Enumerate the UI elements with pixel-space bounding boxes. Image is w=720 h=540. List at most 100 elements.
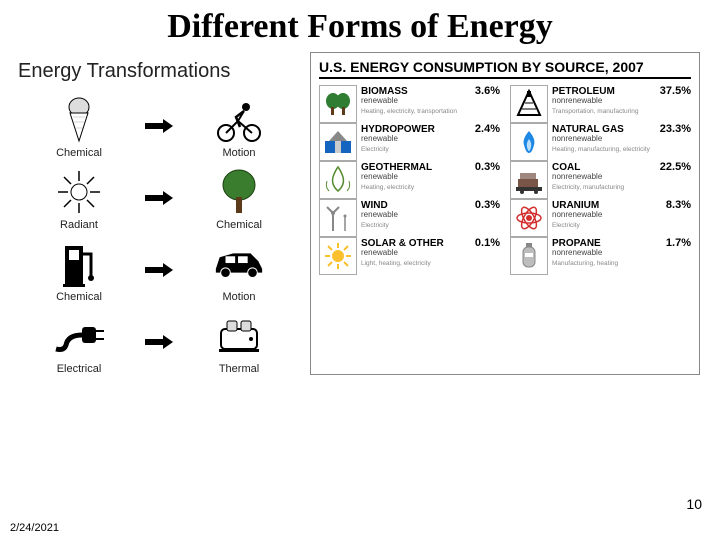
source-text: WIND 0.3% renewable Electricity bbox=[361, 199, 500, 229]
source-type: nonrenewable bbox=[552, 135, 691, 144]
source-uses: Heating, manufacturing, electricity bbox=[552, 146, 691, 153]
source-hydro: HYDROPOWER 2.4% renewable Electricity bbox=[319, 123, 500, 161]
source-text: COAL 22.5% nonrenewable Electricity, man… bbox=[552, 161, 691, 191]
arrow-icon bbox=[145, 263, 173, 277]
trans-from-0: Chemical bbox=[14, 93, 144, 159]
sources-col-left: BIOMASS 3.6% renewable Heating, electric… bbox=[319, 85, 500, 275]
trans-to-3: Thermal bbox=[174, 309, 304, 375]
page-number: 10 bbox=[686, 496, 702, 512]
source-type: nonrenewable bbox=[552, 97, 691, 106]
source-geothermal: GEOTHERMAL 0.3% renewable Heating, elect… bbox=[319, 161, 500, 199]
source-text: SOLAR & OTHER 0.1% renewable Light, heat… bbox=[361, 237, 500, 267]
biomass-icon bbox=[319, 85, 357, 123]
hydro-icon bbox=[319, 123, 357, 161]
content-area: Energy Transformations Chemical Motion bbox=[0, 52, 720, 375]
source-pct: 22.5% bbox=[660, 161, 691, 173]
source-uses: Light, heating, electricity bbox=[361, 260, 500, 267]
source-type: renewable bbox=[361, 135, 500, 144]
source-type: renewable bbox=[361, 173, 500, 182]
propane-icon bbox=[510, 237, 548, 275]
plug-icon bbox=[52, 309, 106, 363]
trans-to-0-label: Motion bbox=[222, 147, 255, 159]
trans-to-3-label: Thermal bbox=[219, 363, 259, 375]
wind-icon bbox=[319, 199, 357, 237]
source-pct: 0.3% bbox=[475, 161, 500, 173]
trans-from-1: Radiant bbox=[14, 165, 144, 231]
source-propane: PROPANE 1.7% nonrenewable Manufacturing,… bbox=[510, 237, 691, 275]
source-type: renewable bbox=[361, 249, 500, 258]
icecream-icon bbox=[52, 93, 106, 147]
source-gas: NATURAL GAS 23.3% nonrenewable Heating, … bbox=[510, 123, 691, 161]
arrow-2 bbox=[144, 243, 174, 297]
source-text: PROPANE 1.7% nonrenewable Manufacturing,… bbox=[552, 237, 691, 267]
source-pct: 23.3% bbox=[660, 123, 691, 135]
trans-from-2: Chemical bbox=[14, 237, 144, 303]
trans-to-2: Motion bbox=[174, 237, 304, 303]
uranium-icon bbox=[510, 199, 548, 237]
source-pct: 2.4% bbox=[475, 123, 500, 135]
toaster-icon bbox=[212, 309, 266, 363]
sun-icon bbox=[52, 165, 106, 219]
source-biomass: BIOMASS 3.6% renewable Heating, electric… bbox=[319, 85, 500, 123]
source-pct: 1.7% bbox=[666, 237, 691, 249]
source-uses: Electricity bbox=[552, 222, 691, 229]
source-pct: 8.3% bbox=[666, 199, 691, 211]
trans-to-1: Chemical bbox=[174, 165, 304, 231]
arrow-1 bbox=[144, 171, 174, 225]
trans-to-2-label: Motion bbox=[222, 291, 255, 303]
source-wind: WIND 0.3% renewable Electricity bbox=[319, 199, 500, 237]
slide-title: Different Forms of Energy bbox=[0, 0, 720, 52]
source-uses: Manufacturing, heating bbox=[552, 260, 691, 267]
trans-to-1-label: Chemical bbox=[216, 219, 262, 231]
source-text: PETROLEUM 37.5% nonrenewable Transportat… bbox=[552, 85, 691, 115]
sources-col-right: PETROLEUM 37.5% nonrenewable Transportat… bbox=[510, 85, 691, 275]
source-coal: COAL 22.5% nonrenewable Electricity, man… bbox=[510, 161, 691, 199]
source-pct: 0.1% bbox=[475, 237, 500, 249]
source-uses: Electricity bbox=[361, 222, 500, 229]
source-uses: Electricity, manufacturing bbox=[552, 184, 691, 191]
arrow-icon bbox=[145, 191, 173, 205]
trans-to-0: Motion bbox=[174, 93, 304, 159]
sources-grid: BIOMASS 3.6% renewable Heating, electric… bbox=[319, 85, 691, 275]
trans-from-3: Electrical bbox=[14, 309, 144, 375]
coal-icon bbox=[510, 161, 548, 199]
source-petroleum: PETROLEUM 37.5% nonrenewable Transportat… bbox=[510, 85, 691, 123]
arrow-0 bbox=[144, 99, 174, 153]
source-uranium: URANIUM 8.3% nonrenewable Electricity bbox=[510, 199, 691, 237]
arrow-icon bbox=[145, 119, 173, 133]
car-icon bbox=[212, 237, 266, 291]
source-text: BIOMASS 3.6% renewable Heating, electric… bbox=[361, 85, 500, 115]
geothermal-icon bbox=[319, 161, 357, 199]
source-pct: 37.5% bbox=[660, 85, 691, 97]
petroleum-icon bbox=[510, 85, 548, 123]
source-text: URANIUM 8.3% nonrenewable Electricity bbox=[552, 199, 691, 229]
consumption-panel: U.S. ENERGY CONSUMPTION BY SOURCE, 2007 … bbox=[310, 52, 700, 375]
arrow-icon bbox=[145, 335, 173, 349]
source-type: nonrenewable bbox=[552, 173, 691, 182]
cyclist-icon bbox=[212, 93, 266, 147]
source-solar: SOLAR & OTHER 0.1% renewable Light, heat… bbox=[319, 237, 500, 275]
source-type: renewable bbox=[361, 211, 500, 220]
source-pct: 0.3% bbox=[475, 199, 500, 211]
source-pct: 3.6% bbox=[475, 85, 500, 97]
date-footer: 2/24/2021 bbox=[10, 522, 59, 534]
source-uses: Heating, electricity bbox=[361, 184, 500, 191]
gas-icon bbox=[510, 123, 548, 161]
source-type: nonrenewable bbox=[552, 249, 691, 258]
trans-from-1-label: Radiant bbox=[60, 219, 98, 231]
gaspump-icon bbox=[52, 237, 106, 291]
source-type: nonrenewable bbox=[552, 211, 691, 220]
source-text: NATURAL GAS 23.3% nonrenewable Heating, … bbox=[552, 123, 691, 153]
trans-from-3-label: Electrical bbox=[57, 363, 102, 375]
source-text: HYDROPOWER 2.4% renewable Electricity bbox=[361, 123, 500, 153]
transformations-heading: Energy Transformations bbox=[14, 60, 304, 83]
transformations-panel: Energy Transformations Chemical Motion bbox=[14, 52, 304, 375]
source-uses: Electricity bbox=[361, 146, 500, 153]
source-text: GEOTHERMAL 0.3% renewable Heating, elect… bbox=[361, 161, 500, 191]
solar-icon bbox=[319, 237, 357, 275]
trans-from-2-label: Chemical bbox=[56, 291, 102, 303]
source-uses: Transportation, manufacturing bbox=[552, 108, 691, 115]
tree-icon bbox=[212, 165, 266, 219]
trans-from-0-label: Chemical bbox=[56, 147, 102, 159]
source-type: renewable bbox=[361, 97, 500, 106]
